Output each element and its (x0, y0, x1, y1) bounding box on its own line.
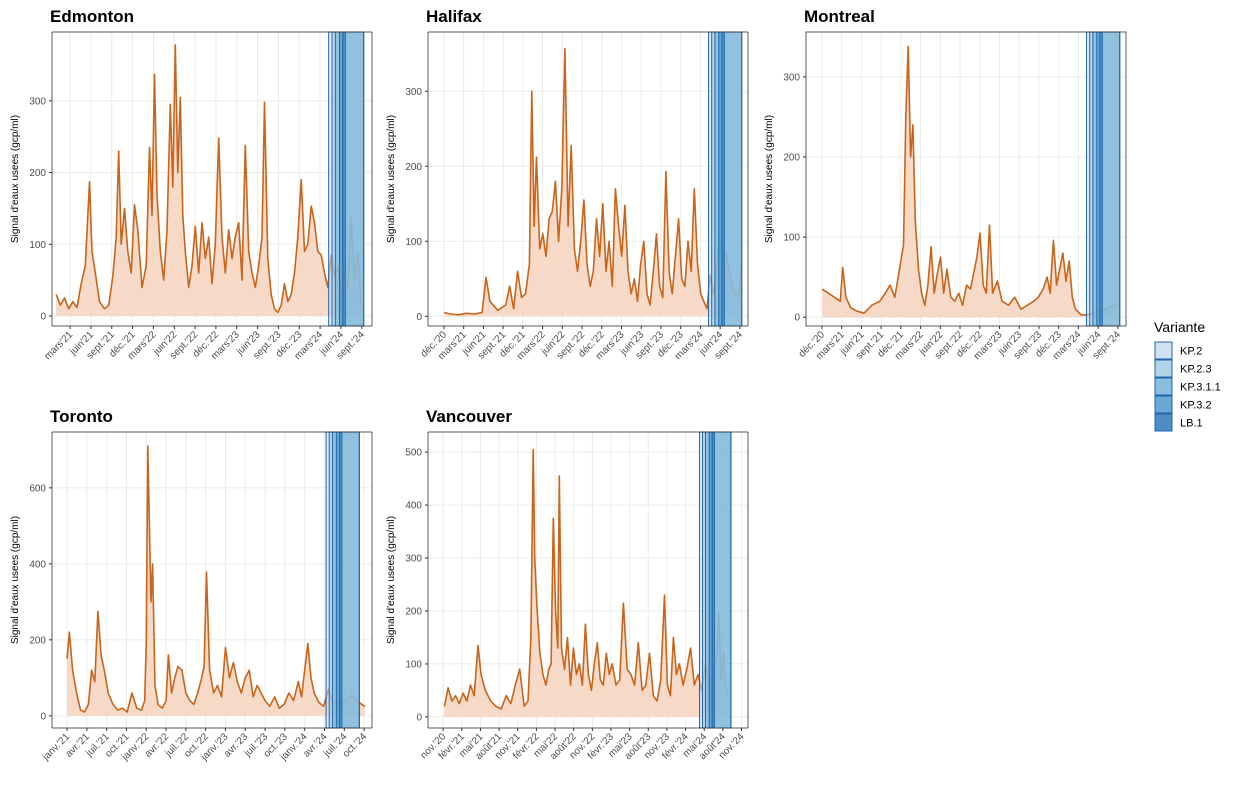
y-axis-label: Signal d'eaux usees (gcp/ml) (10, 115, 21, 243)
y-tick-label: 300 (29, 96, 46, 107)
y-tick-label: 400 (405, 501, 422, 512)
panel-title: Edmonton (50, 7, 134, 26)
y-tick-label: 0 (40, 311, 46, 322)
y-tick-label: 200 (29, 168, 46, 179)
line (821, 45, 1120, 316)
panel-title: Vancouver (426, 407, 512, 426)
y-tick-label: 300 (405, 554, 422, 565)
y-tick-label: 100 (29, 240, 46, 251)
panel-border (427, 31, 749, 327)
variant-band (339, 431, 343, 729)
y-tick-label: 200 (405, 606, 422, 617)
y-tick-label: 0 (416, 312, 422, 323)
y-tick-label: 500 (405, 448, 422, 459)
variant-band (1099, 31, 1103, 327)
y-tick-label: 200 (783, 152, 800, 163)
y-tick-label: 400 (29, 559, 46, 570)
line (55, 44, 362, 314)
panel-title: Montreal (804, 7, 875, 26)
y-axis-label: Signal d'eaux usees (gcp/ml) (10, 516, 21, 644)
y-axis-label: Signal d'eaux usees (gcp/ml) (764, 115, 775, 243)
line (66, 445, 366, 713)
variant-band (342, 31, 346, 327)
y-axis-label: Signal d'eaux usees (gcp/ml) (386, 516, 397, 644)
legend-swatch (1154, 341, 1173, 360)
y-tick-label: 0 (794, 313, 800, 324)
legend-label: KP.2 (1180, 346, 1202, 358)
legend-title: Variante (1154, 319, 1205, 335)
legend-label: LB.1 (1180, 418, 1203, 430)
panel-title: Halifax (426, 7, 482, 26)
variant-band (711, 431, 715, 729)
y-tick-label: 100 (405, 659, 422, 670)
y-tick-label: 100 (783, 233, 800, 244)
y-tick-label: 0 (416, 712, 422, 723)
x-tick-label: mars'21 (42, 329, 75, 362)
panel-border (427, 431, 749, 729)
y-tick-label: 300 (405, 87, 422, 98)
legend-swatch (1154, 395, 1173, 414)
legend-swatch (1154, 359, 1173, 378)
line (444, 47, 742, 316)
panel-border (51, 31, 373, 327)
panel-border (805, 31, 1127, 327)
y-tick-label: 100 (405, 237, 422, 248)
legend-label: KP.2.3 (1180, 364, 1212, 376)
y-tick-label: 0 (40, 711, 46, 722)
legend-swatch (1154, 413, 1173, 432)
y-tick-label: 300 (783, 72, 800, 83)
y-tick-label: 200 (29, 635, 46, 646)
area (822, 46, 1119, 318)
area (444, 48, 741, 317)
area (67, 446, 365, 716)
legend-swatch (1154, 377, 1173, 396)
area (56, 44, 362, 316)
legend-label: KP.3.1.1 (1180, 382, 1221, 394)
variant-band (721, 31, 725, 327)
panel-border (51, 431, 373, 729)
panel-title: Toronto (50, 407, 113, 426)
y-tick-label: 200 (405, 162, 422, 173)
legend-label: KP.3.2 (1180, 400, 1212, 412)
y-tick-label: 600 (29, 483, 46, 494)
line (443, 448, 729, 710)
y-axis-label: Signal d'eaux usees (gcp/ml) (386, 115, 397, 243)
